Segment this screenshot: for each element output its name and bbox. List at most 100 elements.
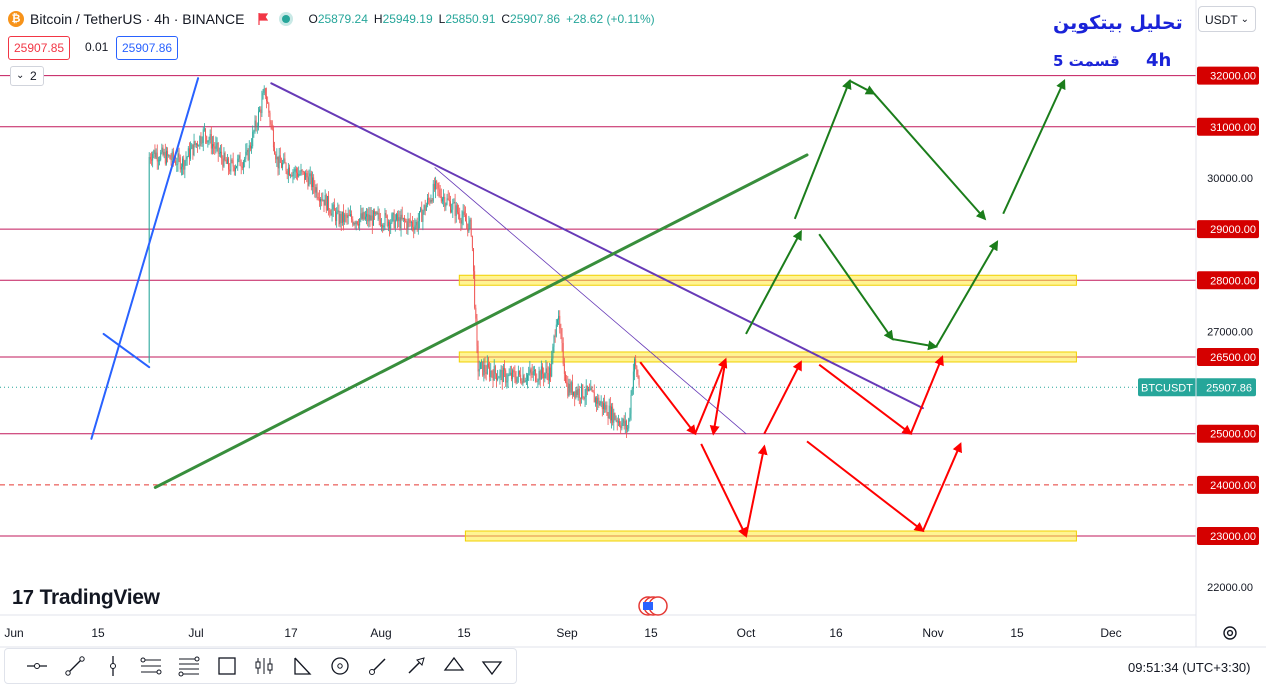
candle-body: [588, 389, 589, 391]
long-position-tool-icon[interactable]: [251, 652, 279, 680]
candle-body: [318, 198, 320, 202]
candle-body: [611, 406, 612, 421]
close-value: 25907.86: [510, 12, 561, 26]
tradingview-logo[interactable]: 17 TradingView: [12, 586, 160, 610]
candle-body: [419, 211, 420, 222]
candle-body: [236, 166, 238, 168]
bitcoin-logo-icon: ₿: [8, 11, 24, 27]
fib-retracement-tool-icon[interactable]: [175, 652, 203, 680]
candle-body: [412, 222, 413, 227]
candle-body: [212, 144, 213, 149]
candle-body: [350, 214, 351, 216]
candle-body: [451, 209, 453, 213]
candle-body: [504, 367, 505, 371]
trendline-green-4: [153, 153, 809, 489]
candle-body: [370, 215, 372, 221]
candle-body: [226, 158, 228, 164]
candle-body: [230, 159, 232, 172]
horizontal-ray-tool-icon[interactable]: [23, 652, 51, 680]
scenario-arrow-red: [909, 355, 944, 435]
candle-body: [266, 96, 267, 102]
candle-body: [279, 155, 281, 163]
candle-body: [341, 211, 343, 223]
candle-body: [190, 148, 192, 159]
candle-body: [485, 372, 487, 374]
scenario-arrow-red: [763, 360, 802, 435]
candle-body: [213, 144, 215, 147]
level-badge-26500: [1197, 347, 1259, 366]
candle-body: [448, 199, 450, 202]
candle-body: [463, 211, 465, 216]
candle-body: [167, 150, 169, 156]
candle-body: [452, 203, 454, 210]
candle-body: [585, 385, 587, 397]
candle-body: [512, 370, 514, 379]
scenario-arrow-green: [849, 79, 876, 95]
parallel-channel-tool-icon[interactable]: [137, 652, 165, 680]
clock-display[interactable]: 09:51:34 (UTC+3:30): [1128, 660, 1251, 675]
flag-icon[interactable]: [258, 13, 269, 25]
vertical-line-tool-icon[interactable]: [99, 652, 127, 680]
candle-body: [546, 368, 548, 374]
candle-body: [260, 109, 262, 114]
gear-icon[interactable]: [1221, 624, 1239, 642]
candle-body: [313, 177, 315, 188]
arrow-down-icon[interactable]: [478, 652, 506, 680]
candle-body: [494, 366, 496, 374]
candle-body: [582, 384, 584, 398]
candle-body: [566, 382, 568, 384]
level-label-29000: 29000.00: [1210, 224, 1256, 236]
symbol-title[interactable]: Bitcoin / TetherUS · 4h · BINANCE: [30, 11, 245, 27]
trend-line-tool-icon[interactable]: [61, 652, 89, 680]
candle-body: [346, 215, 348, 218]
candle-body: [527, 374, 528, 381]
candle-body: [425, 205, 427, 211]
candle-body: [186, 156, 188, 159]
arrow-tool-icon[interactable]: [402, 652, 430, 680]
candle-body: [283, 158, 285, 164]
pattern-tool-icon[interactable]: [288, 652, 316, 680]
candle-body: [384, 212, 386, 226]
candle-body: [437, 183, 439, 189]
candle-body: [290, 175, 292, 176]
candle-body: [321, 199, 323, 201]
scenario-arrow-green: [873, 92, 987, 221]
current-price-symbol: BTCUSDT: [1141, 382, 1193, 394]
level-label-26500: 26500.00: [1210, 352, 1256, 364]
arrow-up-icon[interactable]: [440, 652, 468, 680]
candle-body: [635, 359, 637, 367]
candle-body: [251, 146, 252, 149]
candle-body: [199, 136, 201, 146]
candle-body: [154, 150, 156, 158]
candle-body: [430, 199, 432, 203]
candle-body: [356, 221, 358, 225]
candle-body: [374, 210, 376, 215]
candle-body: [624, 420, 626, 427]
buy-price-button[interactable]: 25907.86: [116, 36, 179, 60]
candle-body: [525, 380, 527, 382]
rectangle-tool-icon[interactable]: [213, 652, 241, 680]
candle-body: [539, 371, 541, 380]
low-value: 25850.91: [445, 12, 496, 26]
sell-price-button[interactable]: 25907.85: [8, 36, 71, 60]
brush-tool-icon[interactable]: [364, 652, 392, 680]
circle-tool-icon[interactable]: [326, 652, 354, 680]
candle-body: [381, 225, 382, 226]
chart-header: ₿ Bitcoin / TetherUS · 4h · BINANCE O258…: [8, 6, 661, 32]
candle-body: [214, 146, 216, 149]
candle-body: [486, 363, 488, 374]
candle-body: [344, 214, 346, 222]
candle-body: [309, 173, 311, 177]
candle-body: [299, 173, 301, 175]
candle-body: [404, 217, 405, 221]
candle-body: [323, 199, 325, 206]
candle-body: [621, 422, 623, 429]
candle-body: [179, 157, 181, 170]
candle-body: [170, 159, 172, 161]
candle-body: [634, 359, 635, 372]
candle-body: [498, 377, 500, 379]
candle-body: [584, 396, 586, 399]
currency-selector[interactable]: USDT ⌄: [1198, 6, 1256, 32]
indicators-toggle-button[interactable]: ⌄ 2: [10, 66, 44, 86]
